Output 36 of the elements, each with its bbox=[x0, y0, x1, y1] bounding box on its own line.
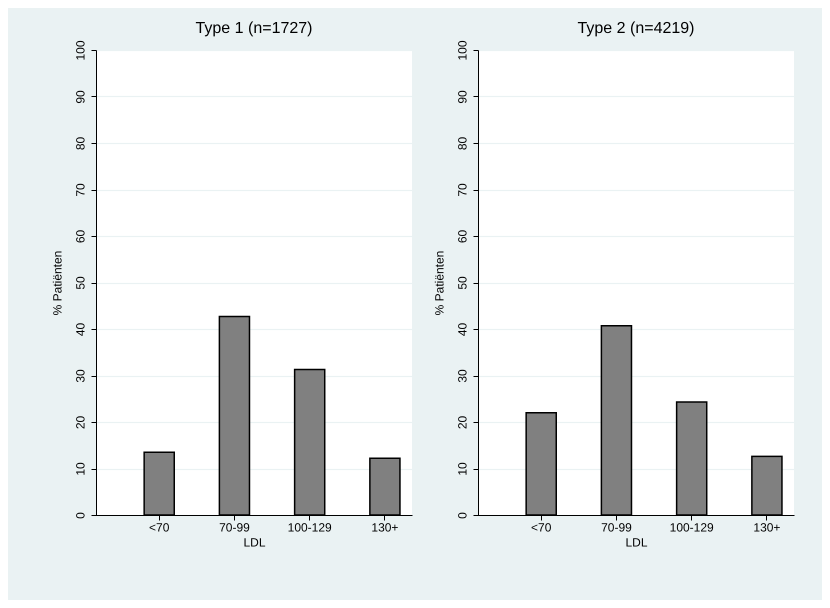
y-tick-label: 0 bbox=[456, 512, 470, 519]
y-tick-label: 20 bbox=[74, 416, 88, 430]
x-tick-label: 130+ bbox=[371, 520, 398, 534]
y-tick-label: 50 bbox=[74, 276, 88, 290]
x-tick-label: <70 bbox=[149, 520, 170, 534]
x-axis-title: LDL bbox=[625, 536, 648, 550]
x-tick-label: 100-129 bbox=[670, 520, 714, 534]
y-tick-label: 10 bbox=[456, 462, 470, 476]
y-tick-label: 40 bbox=[456, 322, 470, 336]
y-tick-label: 80 bbox=[74, 136, 88, 150]
y-tick-label: 80 bbox=[456, 136, 470, 150]
y-tick-label: 70 bbox=[74, 183, 88, 197]
y-tick-label: 90 bbox=[74, 90, 88, 104]
chart-title: Type 1 (n=1727) bbox=[196, 20, 312, 37]
y-tick-label: 30 bbox=[74, 369, 88, 383]
y-tick-label: 100 bbox=[74, 40, 88, 61]
y-tick-label: 10 bbox=[74, 462, 88, 476]
y-tick-label: 50 bbox=[456, 276, 470, 290]
y-tick-label: 90 bbox=[456, 90, 470, 104]
y-axis-title: % Patiënten bbox=[50, 250, 64, 316]
y-tick-label: 100 bbox=[456, 40, 470, 61]
y-tick-label: 60 bbox=[74, 230, 88, 244]
x-tick-label: 130+ bbox=[753, 520, 780, 534]
y-tick-label: 0 bbox=[74, 512, 88, 519]
x-tick-label: <70 bbox=[531, 520, 552, 534]
y-tick-label: 20 bbox=[456, 416, 470, 430]
x-tick-label: 70-99 bbox=[601, 520, 632, 534]
chart-title: Type 2 (n=4219) bbox=[578, 20, 694, 37]
y-tick-label: 70 bbox=[456, 183, 470, 197]
y-axis-title: % Patiënten bbox=[432, 250, 446, 316]
y-tick-label: 30 bbox=[456, 369, 470, 383]
y-tick-label: 40 bbox=[74, 322, 88, 336]
x-tick-label: 100-129 bbox=[288, 520, 332, 534]
x-tick-label: 70-99 bbox=[219, 520, 250, 534]
y-tick-label: 60 bbox=[456, 230, 470, 244]
x-axis-title: LDL bbox=[243, 536, 266, 550]
